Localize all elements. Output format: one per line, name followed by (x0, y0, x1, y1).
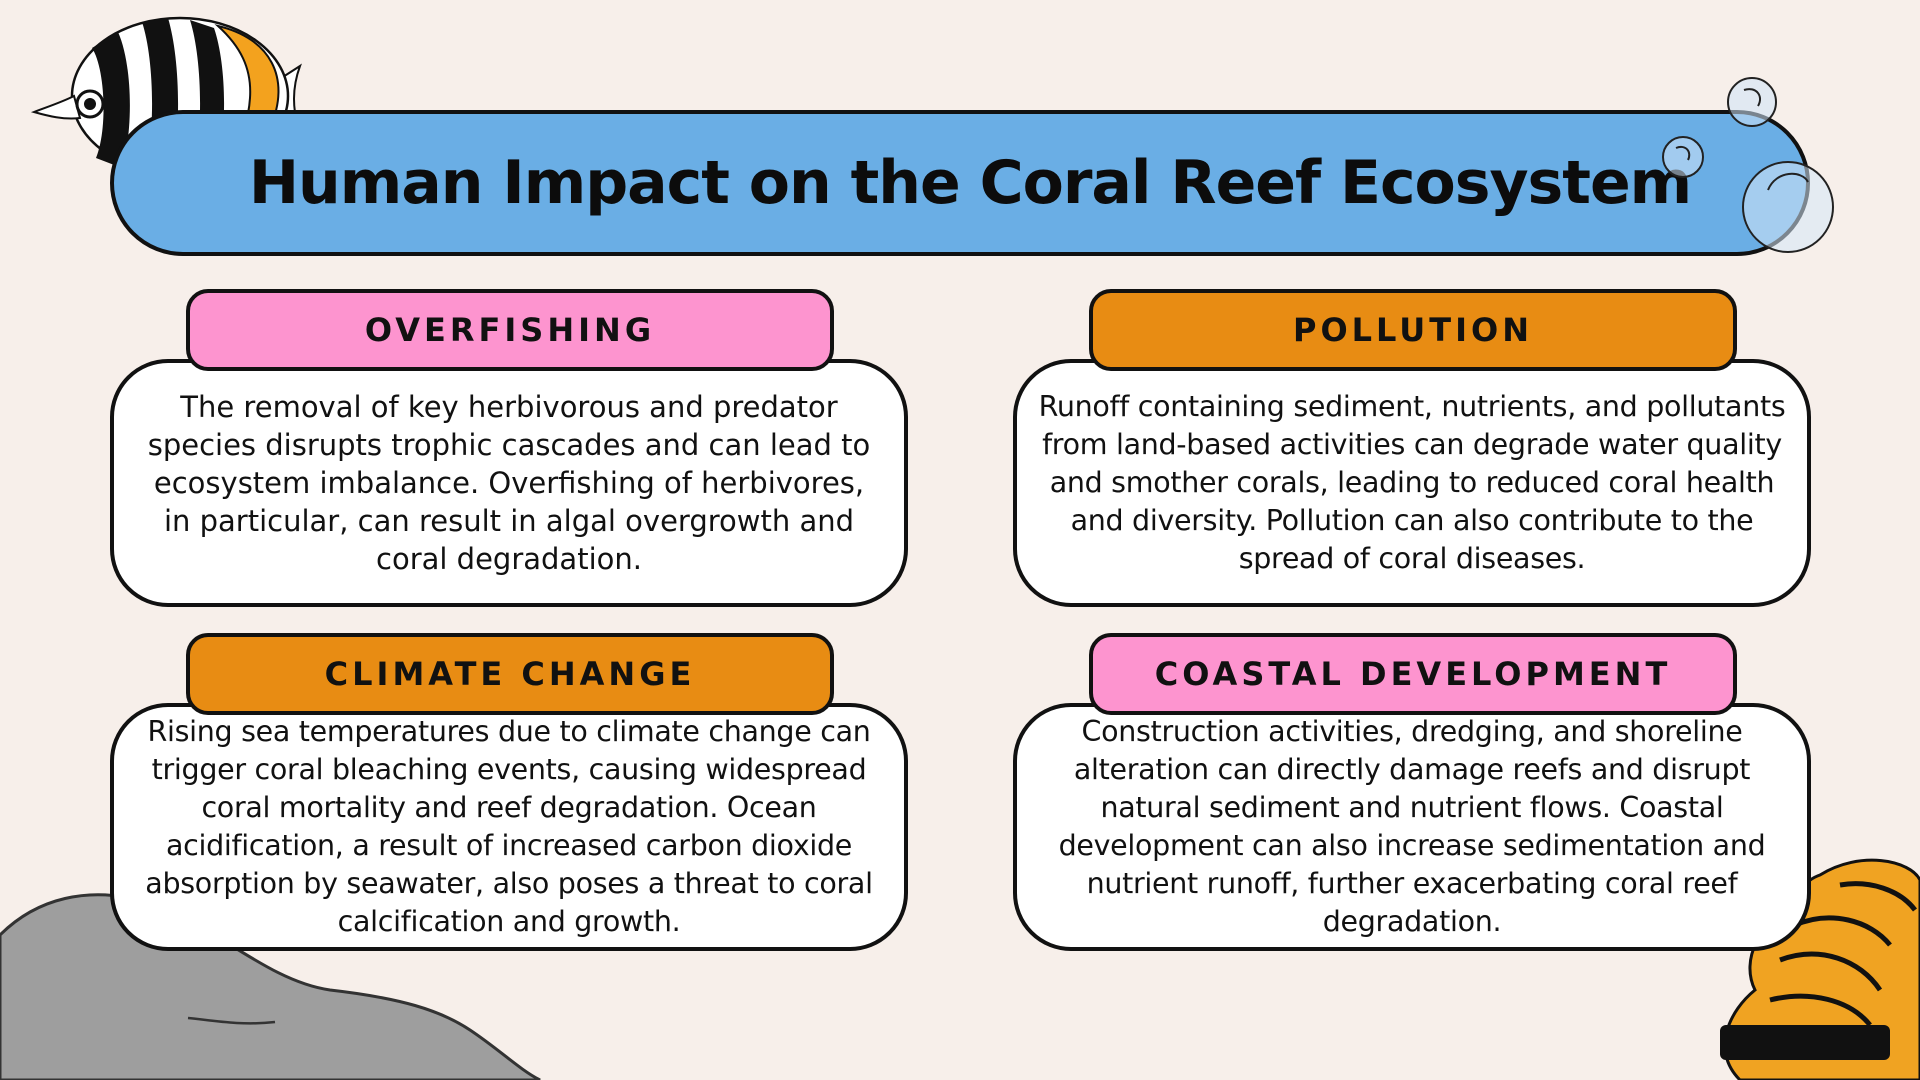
card-body-box: The removal of key herbivorous and preda… (110, 359, 908, 607)
card-heading: CLIMATE CHANGE (324, 655, 696, 693)
card-body-text: The removal of key herbivorous and preda… (147, 390, 871, 576)
page-title: Human Impact on the Coral Reef Ecosystem (248, 148, 1692, 218)
card-body-text: Construction activities, dredging, and s… (1058, 715, 1766, 938)
card-heading: POLLUTION (1293, 311, 1533, 349)
bubbles-icon (1662, 77, 1834, 253)
card-header-climate-change: CLIMATE CHANGE (186, 633, 834, 715)
card-body-box: Runoff containing sediment, nutrients, a… (1013, 359, 1811, 607)
card-body-text: Rising sea temperatures due to climate c… (145, 715, 873, 938)
title-banner: Human Impact on the Coral Reef Ecosystem (110, 110, 1810, 256)
card-heading: OVERFISHING (364, 311, 656, 349)
card-header-coastal-development: COASTAL DEVELOPMENT (1089, 633, 1737, 715)
card-heading: COASTAL DEVELOPMENT (1154, 655, 1672, 693)
card-header-overfishing: OVERFISHING (186, 289, 834, 371)
card-body-box: Construction activities, dredging, and s… (1013, 703, 1811, 951)
card-header-pollution: POLLUTION (1089, 289, 1737, 371)
card-body-box: Rising sea temperatures due to climate c… (110, 703, 908, 951)
card-body-text: Runoff containing sediment, nutrients, a… (1038, 390, 1786, 575)
coral-illustration (1720, 858, 1920, 1080)
